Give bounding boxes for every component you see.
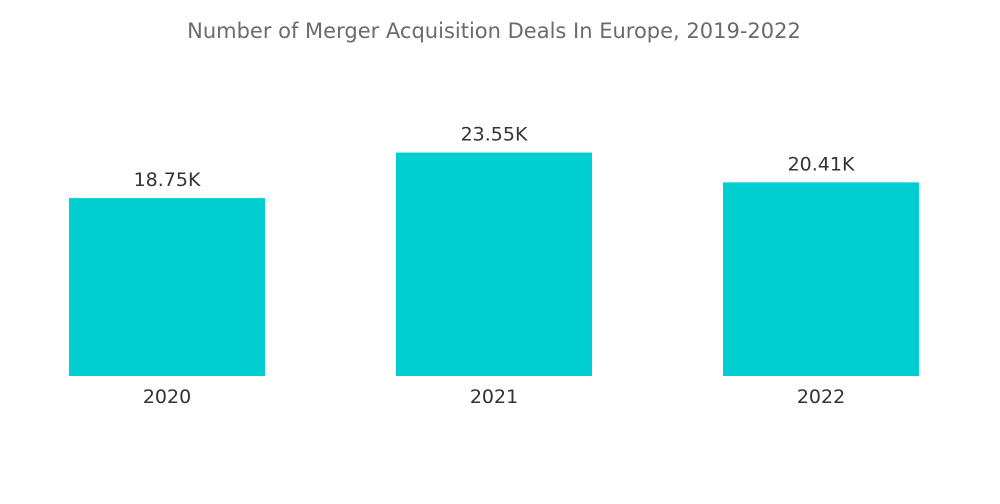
chart-title: Number of Merger Acquisition Deals In Eu…: [187, 19, 801, 43]
data-label-2021: 23.55K: [461, 124, 528, 146]
x-tick-label-2022: 2022: [797, 386, 845, 408]
x-tick-labels-group: 2020 2021 2022: [143, 386, 845, 408]
data-label-2020: 18.75K: [134, 169, 201, 191]
bar-2022: [723, 182, 919, 376]
bars-group: [69, 152, 919, 376]
x-tick-label-2020: 2020: [143, 386, 191, 408]
bar-2021: [396, 152, 592, 376]
data-label-2022: 20.41K: [788, 153, 855, 175]
x-tick-label-2021: 2021: [470, 386, 518, 408]
bar-2020: [69, 198, 265, 376]
data-labels-group: 18.75K 23.55K 20.41K: [134, 124, 855, 192]
